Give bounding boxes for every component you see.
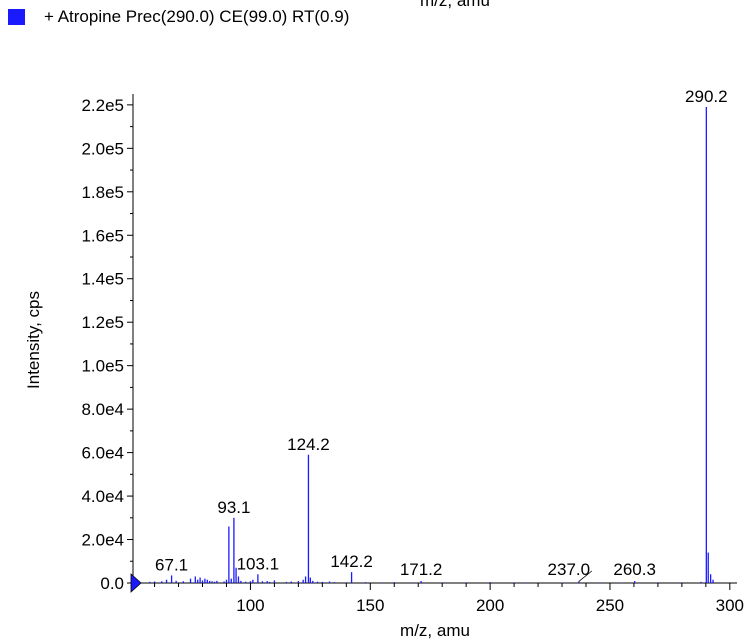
y-tick-label: 1.6e5: [81, 226, 124, 245]
x-axis-label: m/z, amu: [400, 621, 470, 640]
peak-label: 67.1: [155, 555, 188, 574]
y-tick-label: 8.0e4: [81, 400, 124, 419]
peak-label: 124.2: [287, 435, 330, 454]
x-tick-label: 300: [716, 596, 744, 615]
y-tick-label: 2.2e5: [81, 96, 124, 115]
peak-label: 290.2: [685, 87, 728, 106]
y-tick-label: 0.0: [100, 574, 124, 593]
chart-bars: [149, 107, 714, 583]
peak-labels: 67.1 93.1 103.1 124.2 142.2 171.2 237.0 260.3 29…: [155, 87, 728, 582]
x-tick-label: 250: [596, 596, 624, 615]
chart-legend: + Atropine Prec(290.0) CE(99.0) RT(0.9): [8, 5, 349, 29]
y-tick-label: 1.4e5: [81, 270, 124, 289]
y-tick-label: 1.0e5: [81, 357, 124, 376]
chart-axes: 0.0 2.0e4 4.0e4 6.0e4 8.0e4 1.0e5 1.2e5 1.4e5 1.…: [81, 94, 744, 615]
peak-label: 103.1: [237, 554, 280, 573]
peak-label: 142.2: [330, 552, 373, 571]
y-tick-label: 1.8e5: [81, 183, 124, 202]
y-tick-label: 2.0e4: [81, 531, 124, 550]
y-tick-label: 1.2e5: [81, 313, 124, 332]
y-tick-label: 4.0e4: [81, 487, 124, 506]
peak-label: 260.3: [613, 560, 656, 579]
baseline-marker: [130, 573, 142, 593]
peak-label: 93.1: [217, 498, 250, 517]
x-tick-label: 200: [476, 596, 504, 615]
peak-label: 237.0: [548, 560, 591, 579]
peak-label: 171.2: [400, 560, 443, 579]
x-tick-label: 150: [356, 596, 384, 615]
legend-swatch: [8, 9, 25, 25]
x-tick-label: 100: [236, 596, 264, 615]
y-axis-label: Intensity, cps: [24, 291, 43, 389]
y-tick-label: 6.0e4: [81, 444, 124, 463]
cut-off-header-text: m/z, amu: [420, 0, 490, 10]
peak-label-leader: [578, 570, 593, 582]
y-tick-label: 2.0e5: [81, 139, 124, 158]
legend-label: + Atropine Prec(290.0) CE(99.0) RT(0.9): [44, 7, 350, 26]
